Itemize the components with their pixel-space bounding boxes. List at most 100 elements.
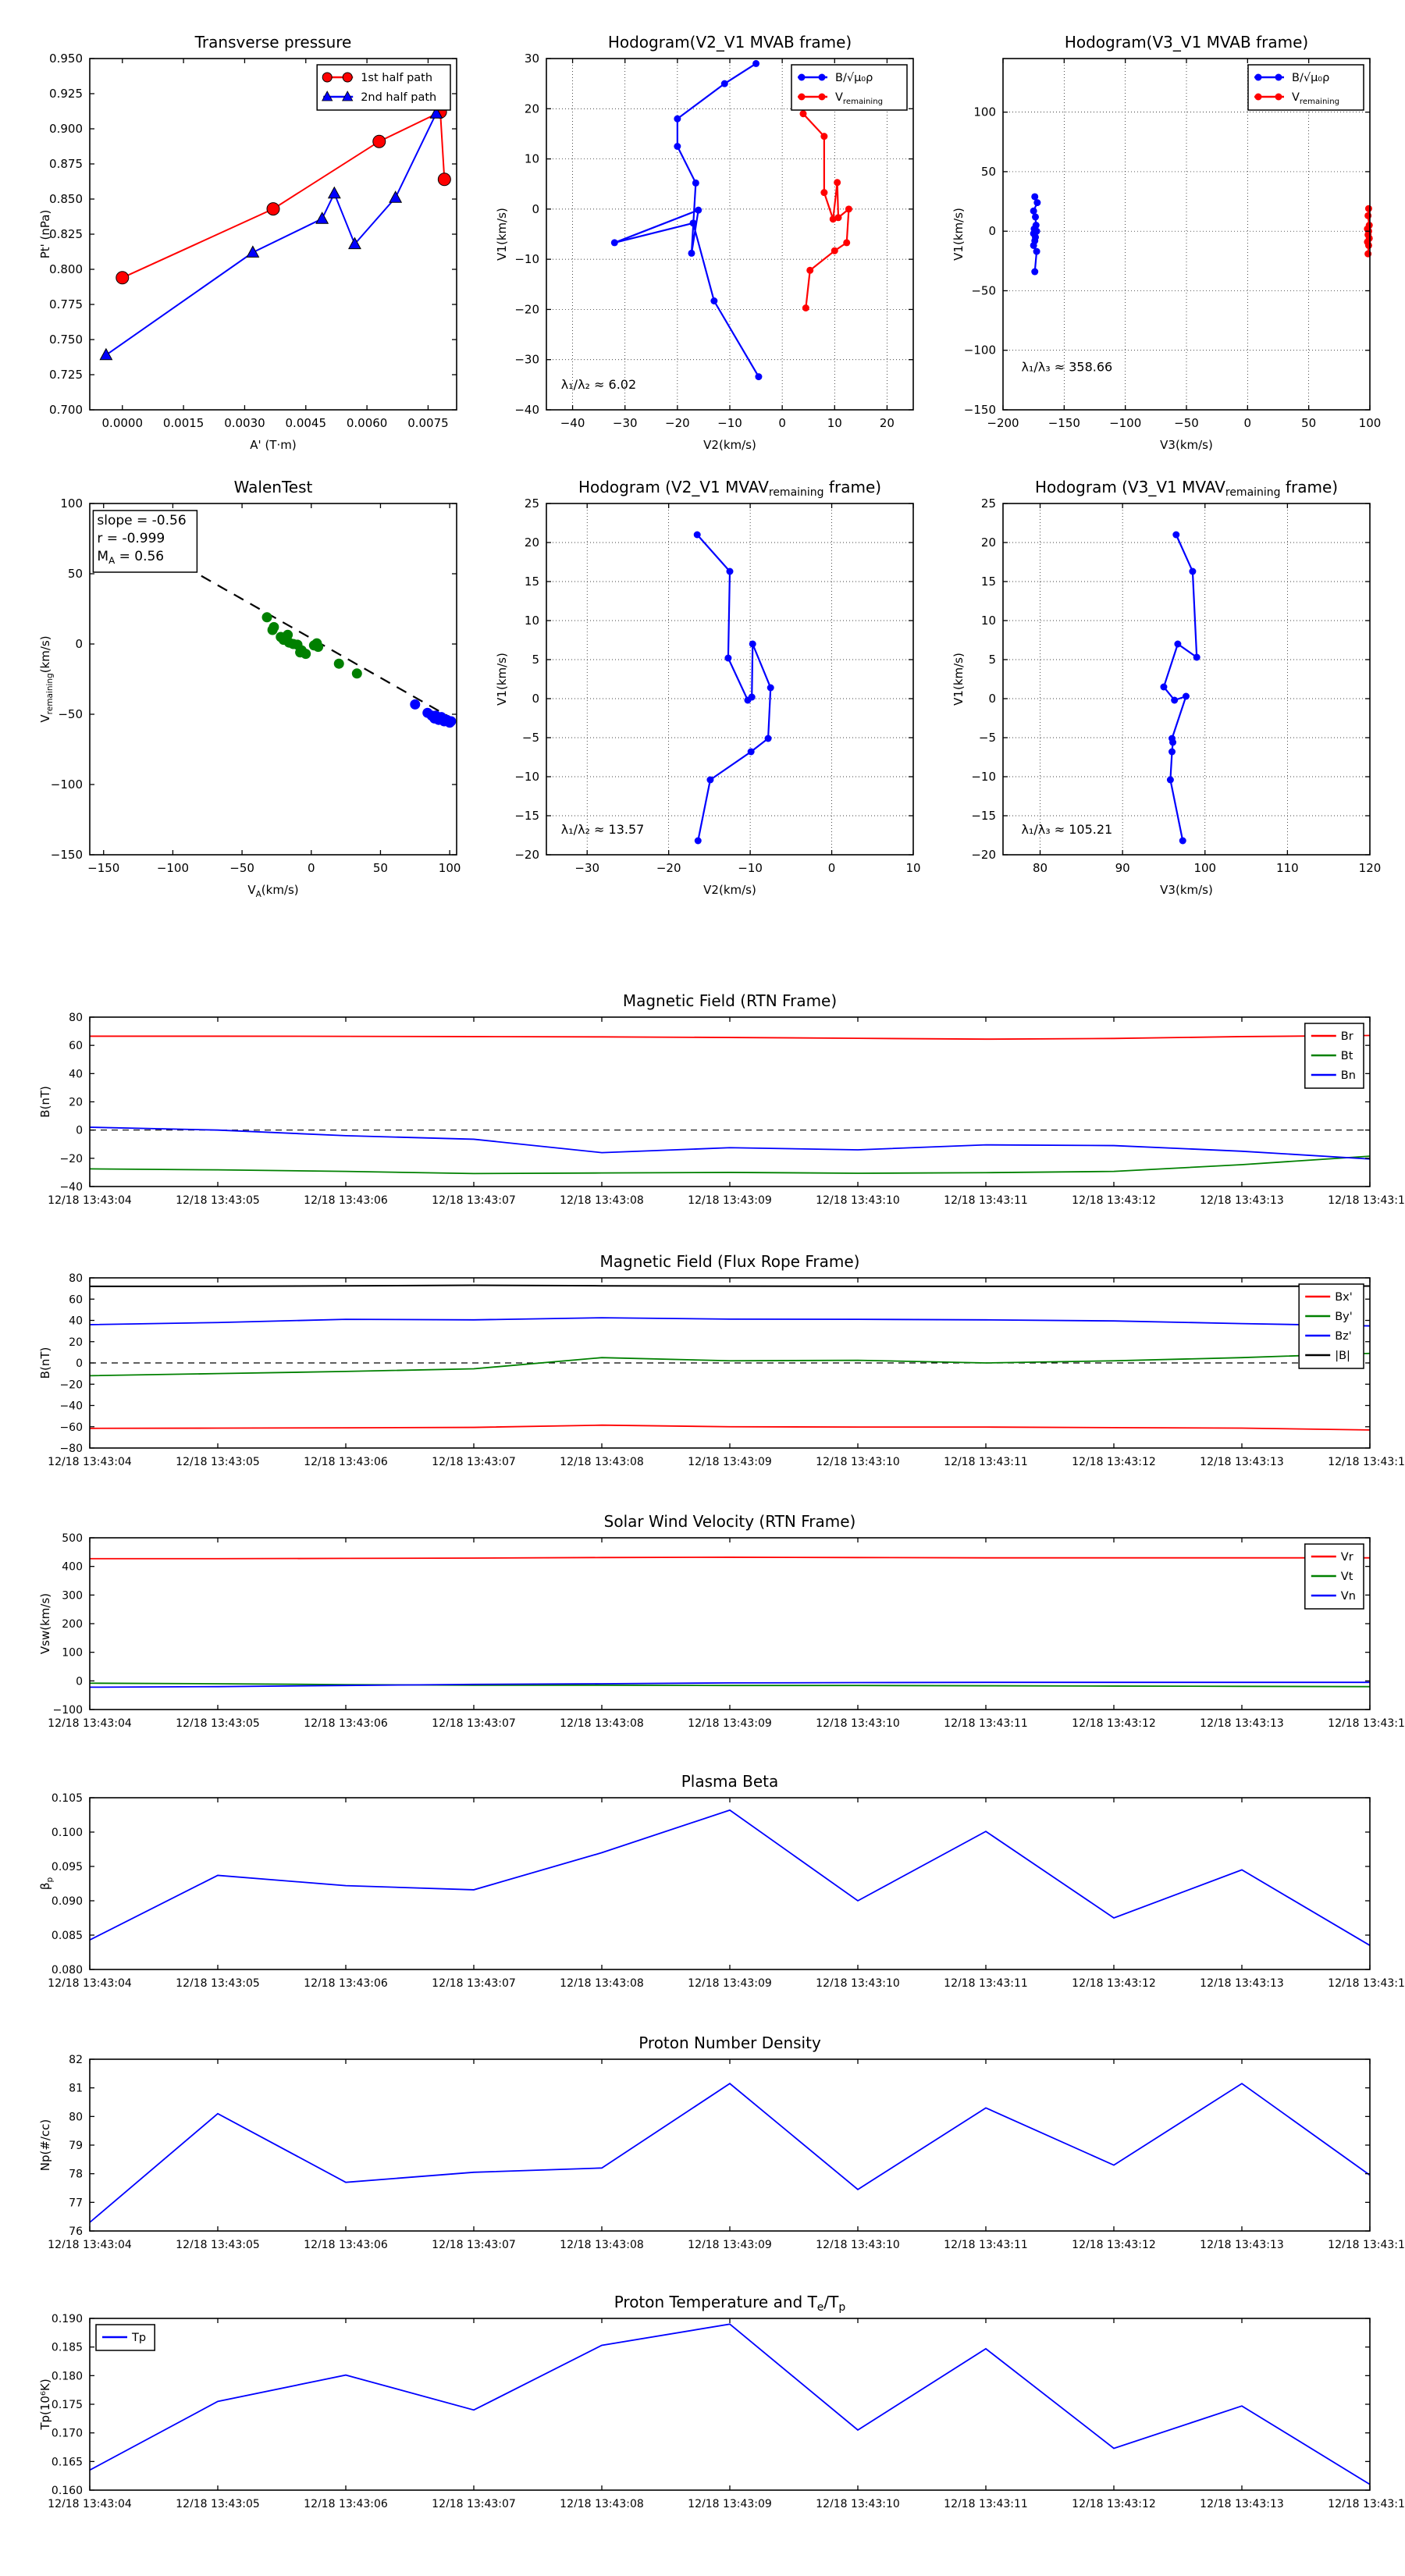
svg-text:10: 10 [525,152,539,166]
svg-text:12/18 13:43:06: 12/18 13:43:06 [304,1977,388,1987]
svg-text:12/18 13:43:10: 12/18 13:43:10 [816,1456,900,1467]
svg-text:0.100: 0.100 [52,1827,83,1839]
svg-text:12/18 13:43:14: 12/18 13:43:14 [1328,1194,1405,1206]
svg-text:−200: −200 [987,416,1019,430]
svg-text:12/18 13:43:08: 12/18 13:43:08 [560,1456,644,1467]
svg-text:60: 60 [69,1293,83,1306]
svg-text:−50: −50 [971,283,996,297]
chart-title: Hodogram(V3_V1 MVAB frame) [1065,33,1308,52]
svg-text:12/18 13:43:10: 12/18 13:43:10 [816,2498,900,2507]
x-axis-label: V3(km/s) [1160,883,1213,897]
y-axis-label: V1(km/s) [495,653,509,706]
svg-text:0.725: 0.725 [49,368,83,382]
svg-text:15: 15 [981,575,996,589]
legend-label: B/√μ₀ρ [1292,72,1329,84]
chart-svg: 80 90 100 110 120 −20 −15 −10 −5 0 5 10 15 20 25 Hodogr… [951,478,1381,897]
svg-text:12/18 13:43:14: 12/18 13:43:14 [1328,1977,1405,1987]
svg-text:12/18 13:43:12: 12/18 13:43:12 [1072,2498,1156,2507]
svg-text:12/18 13:43:09: 12/18 13:43:09 [688,2498,772,2507]
series-line [89,1317,1371,1327]
svg-text:10: 10 [905,861,920,875]
svg-text:12/18 13:43:14: 12/18 13:43:14 [1328,1717,1405,1727]
legend-box [791,64,908,111]
svg-text:20: 20 [981,535,996,550]
svg-text:0.775: 0.775 [49,297,83,311]
svg-text:79: 79 [69,2140,83,2152]
svg-text:−40: −40 [59,1181,83,1194]
svg-text:−100: −100 [1109,416,1141,430]
svg-text:0.0015: 0.0015 [163,416,205,430]
svg-text:0: 0 [76,1357,83,1370]
svg-text:−15: −15 [971,809,996,823]
svg-text:12/18 13:43:07: 12/18 13:43:07 [432,2239,516,2248]
series-line [89,2083,1371,2223]
svg-text:100: 100 [1193,861,1216,875]
svg-text:0: 0 [75,637,83,651]
hodogram-v2v1-mvav-chart: −30 −20 −10 0 10 −20 −15 −10 −5 0 5 10 15 20 25 Hodogra… [488,461,941,913]
chart-title: Transverse pressure [194,33,352,52]
svg-text:0.925: 0.925 [49,87,83,101]
chart-title: Solar Wind Velocity (RTN Frame) [604,1512,856,1531]
svg-text:12/18 13:43:11: 12/18 13:43:11 [944,1717,1028,1727]
y-axis-label: B(nT) [38,1347,52,1379]
annotation: λ₁/λ₂ ≈ 13.57 [561,822,645,837]
chart-svg: 12/18 13:43:04 12/18 13:43:05 12/18 13:43:… [38,2033,1405,2251]
svg-text:0.190: 0.190 [52,2313,83,2325]
svg-text:12/18 13:43:10: 12/18 13:43:10 [816,1977,900,1987]
svg-text:12/18 13:43:06: 12/18 13:43:06 [304,1717,388,1727]
svg-text:12/18 13:43:07: 12/18 13:43:07 [432,1194,516,1206]
legend-label: Bn [1341,1069,1356,1082]
svg-text:−20: −20 [665,416,690,430]
annotation: λ₁/λ₃ ≈ 105.21 [1022,822,1113,837]
svg-text:40: 40 [69,1315,83,1328]
svg-text:0: 0 [532,692,539,706]
svg-text:12/18 13:43:10: 12/18 13:43:10 [816,1194,900,1206]
chart-svg: 12/18 13:43:04 12/18 13:43:05 12/18 13:43:… [38,2293,1405,2510]
y-axis-label: Vsw(km/s) [38,1593,52,1654]
svg-text:0.825: 0.825 [49,227,83,241]
svg-text:−80: −80 [59,1443,83,1455]
svg-text:0: 0 [76,1125,83,1137]
svg-text:12/18 13:43:12: 12/18 13:43:12 [1072,1194,1156,1206]
legend-label: 2nd half path [361,91,436,104]
svg-text:12/18 13:43:12: 12/18 13:43:12 [1072,1717,1156,1727]
series-line [89,1155,1371,1175]
annotation: λ₁/λ₂ ≈ 6.02 [561,377,636,392]
svg-text:12/18 13:43:12: 12/18 13:43:12 [1072,1456,1156,1467]
svg-text:77: 77 [69,2197,83,2209]
svg-text:12/18 13:43:09: 12/18 13:43:09 [688,1977,772,1987]
svg-text:−20: −20 [971,848,996,862]
svg-text:80: 80 [69,1012,83,1024]
proton-density-chart: 12/18 13:43:04 12/18 13:43:05 12/18 13:43:… [31,2022,1405,2251]
y-axis-label: V1(km/s) [951,653,966,706]
svg-text:0.700: 0.700 [49,403,83,417]
svg-text:12/18 13:43:08: 12/18 13:43:08 [560,1977,644,1987]
svg-text:300: 300 [62,1589,83,1602]
svg-text:20: 20 [880,416,895,430]
svg-text:0.950: 0.950 [49,52,83,66]
annotation: λ₁/λ₃ ≈ 358.66 [1022,360,1113,375]
svg-text:12/18 13:43:08: 12/18 13:43:08 [560,1194,644,1206]
walen-test-chart: −150 −100 −50 0 50 100 −150 −100 −50 0 50 100 WalenT… [31,461,484,913]
svg-text:−20: −20 [59,1153,83,1165]
x-axis-label: V2(km/s) [703,883,756,897]
chart-title: Hodogram (V2_V1 MVAVremaining frame) [578,478,881,499]
svg-text:−5: −5 [522,731,539,745]
svg-text:0.160: 0.160 [52,2485,83,2497]
svg-text:5: 5 [532,653,539,667]
svg-text:0: 0 [308,861,315,875]
svg-text:12/18 13:43:05: 12/18 13:43:05 [176,2498,260,2507]
svg-text:12/18 13:43:08: 12/18 13:43:08 [560,2498,644,2507]
svg-text:12/18 13:43:05: 12/18 13:43:05 [176,2239,260,2248]
svg-text:0.0045: 0.0045 [286,416,327,430]
svg-text:12/18 13:43:09: 12/18 13:43:09 [688,1717,772,1727]
svg-text:MA = 0.56: MA = 0.56 [97,549,164,566]
y-axis-label: Np(#/cc) [38,2119,52,2172]
series-line [696,534,772,841]
svg-text:0: 0 [828,861,836,875]
svg-text:0.900: 0.900 [49,122,83,136]
svg-text:12/18 13:43:07: 12/18 13:43:07 [432,1717,516,1727]
svg-text:12/18 13:43:11: 12/18 13:43:11 [944,2239,1028,2248]
svg-text:400: 400 [62,1561,83,1574]
x-axis-label: V3(km/s) [1160,438,1213,452]
